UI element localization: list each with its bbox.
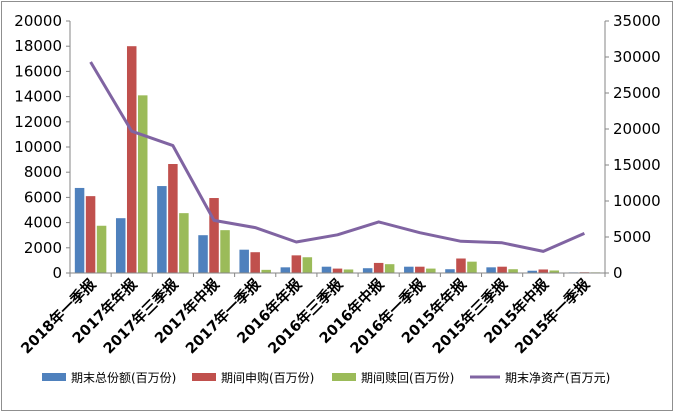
bar-2 [209, 198, 219, 273]
bar-3 [302, 257, 313, 273]
bar-2 [85, 196, 96, 273]
right-axis-ticks: 0 5000 10000 15000 20000 25000 30000 35000 [605, 12, 661, 282]
bar-3 [426, 268, 436, 273]
left-tick-label: 8000 [24, 163, 62, 181]
right-tick-label: 30000 [613, 48, 661, 66]
bar-1 [280, 267, 291, 273]
category-label: 2018年一季报 [17, 275, 100, 358]
left-tick-label: 4000 [24, 214, 62, 232]
bar-3 [179, 213, 189, 273]
left-tick-label: 10000 [14, 138, 62, 156]
bar-3 [96, 225, 107, 273]
bar-2 [538, 269, 549, 273]
bar-3 [261, 269, 271, 273]
left-tick-label: 6000 [24, 188, 62, 206]
bar-2 [373, 262, 384, 273]
bar-1 [157, 186, 167, 273]
bar-3 [467, 261, 477, 273]
left-tick-label: 0 [52, 264, 62, 282]
chart: 0 2000 4000 6000 8000 10000 12000 14000 16000 180… [14, 12, 661, 385]
bar-2 [415, 266, 425, 273]
bar-2 [168, 164, 178, 273]
bar-1 [115, 218, 126, 273]
bar-2 [332, 268, 343, 273]
bar-1 [445, 269, 455, 273]
legend-label: 期末净资产(百万元) [505, 371, 610, 385]
right-tick-label: 15000 [613, 156, 661, 174]
legend-swatch [332, 373, 356, 381]
bar-2 [497, 266, 507, 273]
axes [69, 21, 606, 277]
bar-1 [321, 266, 332, 273]
bar-3 [137, 95, 148, 273]
left-tick-label: 14000 [14, 88, 62, 106]
right-tick-label: 0 [613, 264, 623, 282]
bar-1 [527, 270, 538, 273]
right-tick-label: 20000 [613, 120, 661, 138]
left-tick-label: 20000 [14, 12, 62, 30]
left-tick-label: 18000 [14, 37, 62, 55]
right-tick-label: 25000 [613, 84, 661, 102]
bar-3 [220, 230, 230, 273]
chart-frame: 0 2000 4000 6000 8000 10000 12000 14000 16000 180… [1, 1, 673, 411]
left-axis-ticks: 0 2000 4000 6000 8000 10000 12000 14000 16000 180… [14, 12, 70, 282]
bar-1 [74, 187, 85, 273]
legend-swatch [192, 373, 216, 381]
legend-label: 期间赎回(百万份) [361, 371, 454, 385]
legend-label: 期末总份额(百万份) [71, 371, 176, 385]
bar-3 [343, 269, 354, 273]
left-tick-label: 12000 [14, 113, 62, 131]
legend: 期末总份额(百万份) 期间申购(百万份) 期间赎回(百万份) 期末净资产(百万元) [42, 370, 610, 385]
series-line [89, 61, 586, 253]
category-labels: 2018年一季报2017年年报2017年三季报2017年中报2017年一季报20… [17, 275, 593, 358]
bar-2 [456, 258, 466, 273]
bar-2 [291, 255, 302, 273]
right-tick-label: 5000 [613, 228, 651, 246]
left-tick-label: 16000 [14, 62, 62, 80]
bar-1 [362, 268, 373, 273]
legend-label: 期间申购(百万份) [221, 370, 314, 385]
right-tick-label: 35000 [613, 12, 661, 30]
bar-2 [126, 46, 137, 274]
bar-1 [239, 249, 249, 273]
net-asset-line [89, 61, 586, 253]
bar-3 [384, 264, 395, 273]
bar-3 [508, 269, 518, 273]
right-tick-label: 10000 [613, 192, 661, 210]
legend-swatch [42, 373, 66, 381]
left-tick-label: 2000 [24, 239, 62, 257]
bar-1 [198, 235, 208, 273]
bar-1 [404, 266, 414, 273]
bar-2 [250, 252, 260, 273]
bar-3 [549, 270, 560, 273]
bar-1 [486, 267, 496, 273]
bars [74, 46, 601, 274]
